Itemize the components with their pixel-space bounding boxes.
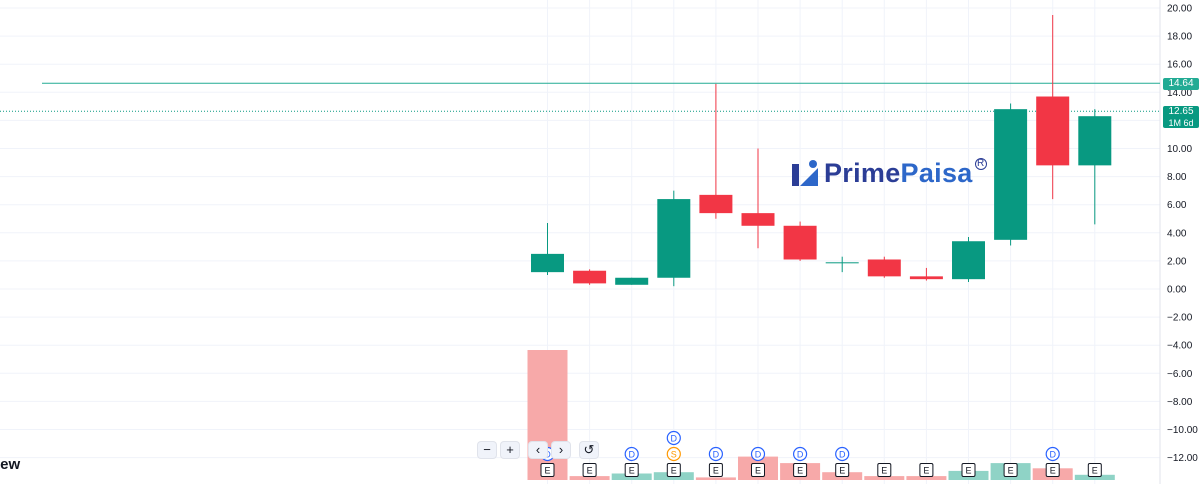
split-marker (666, 446, 681, 462)
candle-body (909, 276, 943, 280)
primepaisa-logo-icon (792, 160, 818, 186)
earnings-marker-label: E (755, 466, 761, 476)
earnings-marker-label: E (544, 466, 550, 476)
volume-bar (695, 477, 736, 480)
reset-chart-button[interactable]: ↺ (580, 442, 598, 458)
earnings-marker-label: E (881, 466, 887, 476)
earnings-marker-label: E (839, 466, 845, 476)
dividend-marker-label: D (713, 449, 720, 459)
y-tick-label: 8.00 (1167, 172, 1187, 183)
candle-body (741, 213, 775, 226)
y-tick-label: 14.00 (1167, 88, 1192, 99)
logo-text-prime: Prime (824, 157, 901, 188)
candle-body (1078, 116, 1112, 166)
volume-bar (864, 476, 905, 480)
candle-body (952, 241, 985, 280)
earnings-marker (582, 463, 597, 477)
dividend-marker-label: D (755, 449, 762, 459)
earnings-marker-label: E (797, 466, 803, 476)
dividend-marker (708, 446, 724, 462)
earnings-marker-label: E (965, 466, 971, 476)
y-tick-label: −4.00 (1167, 341, 1193, 352)
candle-body (573, 270, 607, 284)
dividend-marker-label: D (628, 449, 635, 459)
earnings-marker (751, 463, 765, 477)
earnings-marker (961, 463, 976, 477)
last-price-countdown: 1M 6d (1168, 118, 1194, 128)
earnings-marker (877, 463, 892, 477)
logo-text-paisa: Paisa (900, 157, 973, 188)
earnings-marker (540, 463, 555, 477)
y-tick-label: −6.00 (1167, 369, 1193, 380)
candle-body (994, 109, 1028, 240)
dividend-marker (750, 446, 766, 462)
earnings-marker (1045, 463, 1060, 477)
earnings-marker-label: E (587, 466, 593, 476)
y-tick-label: −2.00 (1167, 313, 1193, 324)
y-tick-label: 2.00 (1167, 256, 1187, 267)
y-tick-label: 6.00 (1167, 200, 1187, 211)
earnings-marker-label: E (1092, 466, 1098, 476)
y-tick-label: 10.00 (1167, 144, 1192, 155)
dividend-marker-label: D (1049, 449, 1056, 459)
dividend-marker-label: D (544, 449, 551, 459)
earnings-marker-label: E (1008, 466, 1014, 476)
candle-body (615, 277, 649, 285)
dividend-marker (835, 446, 850, 462)
dividend-marker (792, 446, 808, 462)
y-tick-label: −8.00 (1167, 397, 1193, 408)
y-tick-label: −12.00 (1167, 453, 1198, 464)
y-tick-label: 18.00 (1167, 32, 1192, 43)
registered-mark: R (974, 158, 987, 170)
candle-body (1036, 96, 1070, 166)
earnings-marker (708, 463, 723, 477)
dividend-marker (1045, 446, 1060, 462)
price-line-tag: 14.64 (1163, 78, 1199, 90)
y-tick-label: 0.00 (1167, 285, 1187, 296)
split-marker-label: S (671, 449, 677, 459)
dividend-marker (624, 446, 639, 462)
scroll-left-button[interactable]: ‹ (529, 442, 547, 458)
earnings-marker (835, 463, 850, 477)
y-tick-label: −10.00 (1167, 425, 1198, 436)
earnings-marker-label: E (671, 466, 677, 476)
earnings-marker (666, 463, 681, 477)
view-label: iew (0, 456, 21, 473)
earnings-marker (793, 463, 808, 477)
zoom-out-button[interactable]: − (478, 442, 496, 458)
earnings-marker (919, 463, 934, 477)
earnings-marker-label: E (923, 466, 929, 476)
candle-body (657, 199, 691, 278)
earnings-marker-label: E (629, 466, 635, 476)
y-tick-label: 16.00 (1167, 60, 1192, 71)
scroll-right-button[interactable]: › (552, 442, 570, 458)
volume-bar (569, 476, 610, 480)
candle-body (783, 225, 817, 260)
earnings-marker (1087, 463, 1102, 477)
dividend-marker (666, 430, 681, 446)
dividend-marker-label: D (839, 449, 846, 459)
primepaisa-watermark: PrimePaisa R (792, 155, 987, 191)
dividend-marker-label: D (671, 433, 678, 443)
last-price-tag: 12.65 1M 6d (1163, 106, 1199, 128)
last-price-value: 12.65 (1168, 106, 1194, 117)
volume-bar (906, 476, 947, 480)
earnings-marker-label: E (1050, 466, 1056, 476)
candle-body (531, 253, 564, 273)
candle-body (699, 194, 733, 214)
y-tick-label: 20.00 (1167, 4, 1192, 15)
volume-bar (1074, 474, 1115, 480)
y-tick-label: 4.00 (1167, 228, 1187, 239)
earnings-marker-label: E (713, 466, 719, 476)
candle-body (825, 262, 859, 264)
candle-body (867, 259, 901, 277)
earnings-marker (624, 463, 639, 477)
dividend-marker-label: D (797, 449, 804, 459)
zoom-in-button[interactable]: + (501, 442, 519, 458)
earnings-marker (1003, 463, 1018, 477)
